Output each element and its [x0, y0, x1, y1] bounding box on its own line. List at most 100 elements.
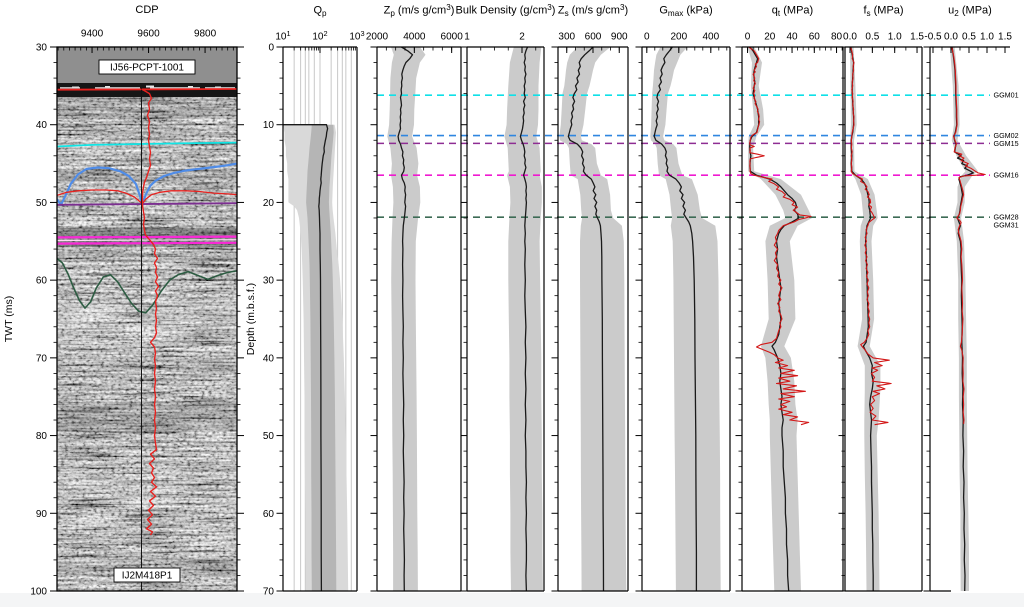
marker-label-GGM31: GGM31 [994, 221, 1019, 230]
seismic-light-band [57, 300, 237, 334]
Zp-uncertainty-band [387, 47, 426, 591]
seismic-dark-band [57, 402, 237, 432]
Gmax-band-group [650, 47, 721, 591]
twt-tick-label: 30 [36, 43, 48, 54]
seismic-image [57, 47, 237, 591]
seismic-grain-texture [57, 83, 237, 591]
u2-tick-label: 1.5 [998, 32, 1012, 43]
qt-curves [748, 47, 812, 591]
qt-tick-label: 60 [809, 32, 821, 43]
fs-tick-label: 1.5 [910, 32, 924, 43]
Gmax-tick-label: 0 [644, 32, 650, 43]
u2-curves [951, 47, 986, 591]
BulkDensity-title: Bulk Density (g/cm3) [456, 3, 556, 17]
BulkDensity-band-group [504, 47, 543, 591]
cdp-tick-label: 9400 [81, 29, 104, 40]
seismic-dark-band [57, 97, 237, 119]
green-horizon [57, 257, 237, 314]
fs-band-group [850, 47, 881, 591]
purple-horizon [57, 202, 237, 206]
seafloor-red-horizon [57, 88, 237, 91]
depth-tick-label: 50 [263, 431, 275, 442]
Zp-title: Zp (m/s g/cm3) [384, 3, 455, 18]
twt-tick-label: 90 [36, 509, 48, 520]
Qp-curves [283, 124, 329, 591]
seismic-border [56, 46, 238, 592]
seabed-white-streak [205, 87, 235, 89]
seabed-white-streak [150, 87, 200, 89]
fs-tick-label: 1.0 [888, 32, 902, 43]
seismic-dark-band [57, 128, 237, 136]
qt-title: qt (MPa) [772, 5, 813, 19]
depth-tick-label: 30 [263, 276, 275, 287]
Zp-tick-label: 4000 [403, 32, 426, 43]
BulkDensity-tick-label: 1 [464, 32, 470, 43]
seismic-dark-band [57, 252, 237, 262]
Zp-curves [397, 47, 414, 591]
BulkDensity-tick-label: 2 [519, 32, 525, 43]
window-footer-strip [0, 593, 1024, 607]
Zs-smoothed-curve [567, 47, 605, 591]
seismic-light-band [57, 340, 237, 356]
BulkDensity-smoothed-curve [519, 47, 529, 591]
u2-measured-curve [951, 47, 986, 424]
seabed-speckle [146, 85, 154, 88]
twt-axis-label: TWT (ms) [3, 296, 15, 342]
marker-label-GGM16: GGM16 [994, 171, 1019, 180]
Zp-band-group [387, 47, 426, 591]
BulkDensity-curves [519, 47, 529, 591]
fs-tick-label: 0.0 [843, 32, 857, 43]
seismic-panel: IJ56-PCPT-1001 IJ2M418P1 [57, 47, 237, 591]
qt-tick-label: 80 [831, 32, 843, 43]
marker-label-GGM28: GGM28 [994, 213, 1019, 222]
Gmax-smoothed-curve [653, 47, 698, 591]
cyan-horizon [57, 141, 237, 148]
Gmax-tick-label: 400 [702, 32, 719, 43]
depth-tick-label: 40 [263, 353, 275, 364]
qt-measured-curve [748, 47, 812, 426]
fs-measured-curve [849, 47, 892, 426]
well-label-top-box [98, 59, 196, 75]
marker-label-GGM15: GGM15 [994, 139, 1019, 148]
marker-label-GGM02: GGM02 [994, 131, 1019, 140]
depth-tick-label: 20 [263, 198, 275, 209]
qt-uncertainty-band [747, 47, 813, 591]
ggm-marker-lines-layer [377, 94, 990, 218]
u2-tick-label: -0.5 [924, 32, 942, 43]
log-panels-curves-layer [283, 47, 986, 591]
seabed-white-streak [95, 87, 140, 89]
magenta-horizon-gap [57, 239, 237, 242]
Gmax-curves [653, 47, 698, 591]
seabed-speckle [188, 86, 193, 88]
seismic-light-band [57, 470, 237, 504]
Zs-title: Zs (m/s g/cm3) [558, 3, 628, 18]
Gmax-uncertainty-band [650, 47, 721, 591]
depth-axis-label: Depth (m.b.s.f.) [245, 283, 257, 355]
Zs-curves [567, 47, 605, 591]
Gmax-title: Gmax (kPa) [659, 5, 712, 19]
blue-horizon [57, 162, 237, 206]
cdp-axis-title: CDP [135, 4, 158, 16]
cdp-tick-label: 9800 [194, 29, 217, 40]
Zp-tick-label: 2000 [366, 32, 389, 43]
u2-uncertainty-band [949, 47, 978, 591]
Zp-smoothed-curve [397, 47, 414, 591]
qt-tick-label: 40 [786, 32, 798, 43]
fs-uncertainty-band [850, 47, 881, 591]
depth-tick-label: 10 [263, 120, 275, 131]
depth-tick-label: 0 [268, 43, 274, 54]
well-label-bottom-box [113, 567, 181, 583]
well-label-top: IJ56-PCPT-1001 [110, 63, 184, 74]
twt-tick-label: 100 [30, 587, 47, 598]
twt-tick-label: 70 [36, 353, 48, 364]
depth-tick-label: 70 [263, 587, 275, 598]
well-label-bottom: IJ2M418P1 [122, 571, 173, 582]
u2-tick-label: 1.0 [980, 32, 994, 43]
Zs-tick-label: 600 [585, 32, 602, 43]
twt-tick-label: 60 [36, 276, 48, 287]
Qp-tick-label: 102 [312, 29, 327, 43]
Qp-tick-label: 101 [275, 29, 290, 43]
